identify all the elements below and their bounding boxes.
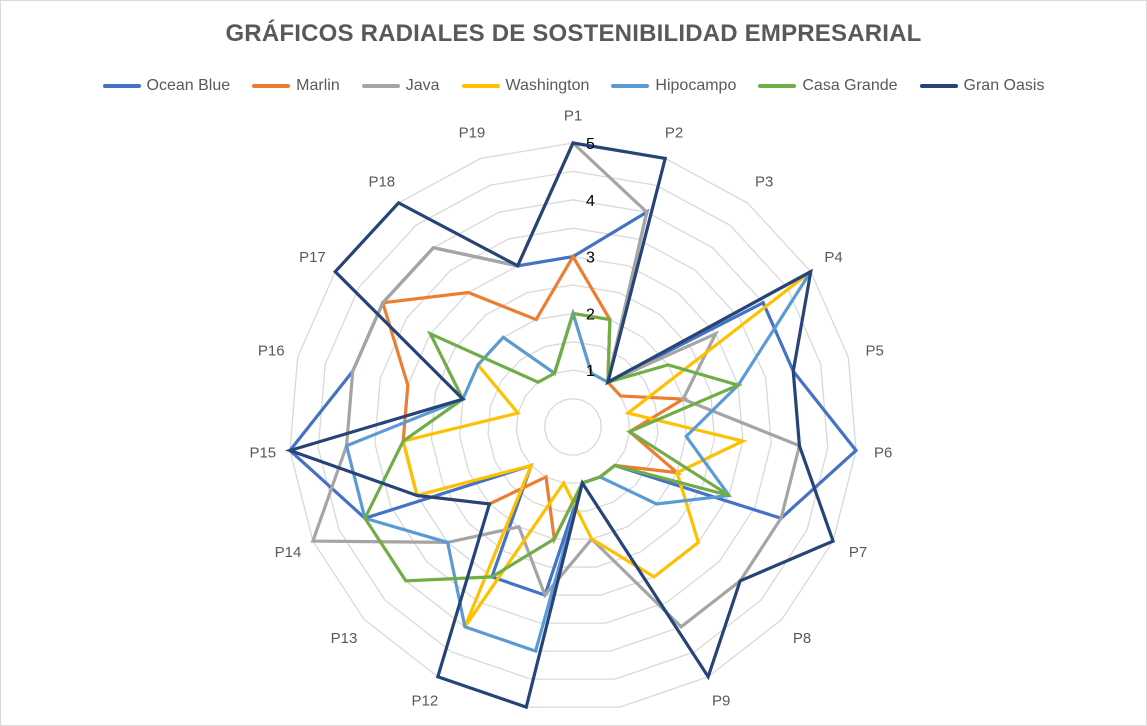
legend-swatch: [102, 84, 141, 88]
category-label: P13: [331, 630, 358, 647]
category-label: P19: [459, 125, 486, 142]
legend-label: Gran Oasis: [963, 77, 1045, 94]
legend-item: Marlin: [252, 77, 340, 95]
legend-label: Hipocampo: [655, 77, 737, 94]
legend-label: Casa Grande: [802, 77, 898, 94]
tick-label: 2: [586, 306, 595, 323]
grid-ring: [544, 397, 602, 456]
legend-label: Marlin: [296, 77, 340, 94]
legend-item: Gran Oasis: [919, 77, 1045, 95]
category-label: P6: [874, 445, 892, 462]
category-label: P2: [665, 125, 683, 142]
grid-ring: [374, 227, 772, 624]
category-label: P15: [249, 445, 276, 462]
grid-ring: [430, 284, 716, 568]
category-label: P18: [368, 173, 395, 190]
category-label: P14: [275, 544, 302, 561]
category-label: P8: [793, 630, 811, 647]
legend-item: Java: [361, 77, 440, 95]
category-label: P5: [866, 343, 884, 360]
category-label: P9: [712, 693, 730, 710]
grid-ring: [289, 142, 857, 708]
legend-swatch: [758, 84, 797, 88]
legend-swatch: [611, 84, 650, 88]
series-line-casa-grande: [363, 311, 743, 583]
series-line-washington: [401, 270, 812, 628]
legend-swatch: [252, 84, 291, 88]
chart-legend: Ocean Blue Marlin Java Washington Hipocampo C…: [0, 74, 1147, 98]
tick-label: 5: [586, 136, 595, 153]
category-label: P4: [824, 249, 842, 266]
grid-ring: [402, 255, 744, 596]
category-label: P3: [755, 173, 773, 190]
tick-label: 3: [586, 250, 595, 267]
legend-item: Washington: [461, 77, 590, 95]
grid-ring: [515, 369, 631, 484]
legend-label: Ocean Blue: [146, 77, 231, 94]
tick-label: 4: [586, 193, 595, 210]
chart-title: GRÁFICOS RADIALES DE SOSTENIBILIDAD EMPR…: [225, 20, 922, 47]
legend-label: Java: [405, 77, 440, 94]
legend-item: Ocean Blue: [102, 77, 231, 95]
series-line-hipocampo: [344, 270, 813, 654]
legend-swatch: [461, 84, 500, 88]
legend-swatch: [919, 84, 958, 88]
category-label: P17: [299, 249, 326, 266]
category-label: P12: [412, 693, 439, 710]
category-label: P16: [258, 343, 285, 360]
legend-item: Hipocampo: [611, 77, 736, 95]
series-line-gran-oasis: [284, 141, 836, 710]
legend-label: Washington: [505, 77, 590, 94]
tick-label: 1: [586, 363, 595, 380]
category-label: P7: [849, 544, 867, 561]
category-label: P1: [564, 108, 582, 125]
legend-item: Casa Grande: [758, 77, 898, 95]
legend-swatch: [361, 84, 400, 88]
